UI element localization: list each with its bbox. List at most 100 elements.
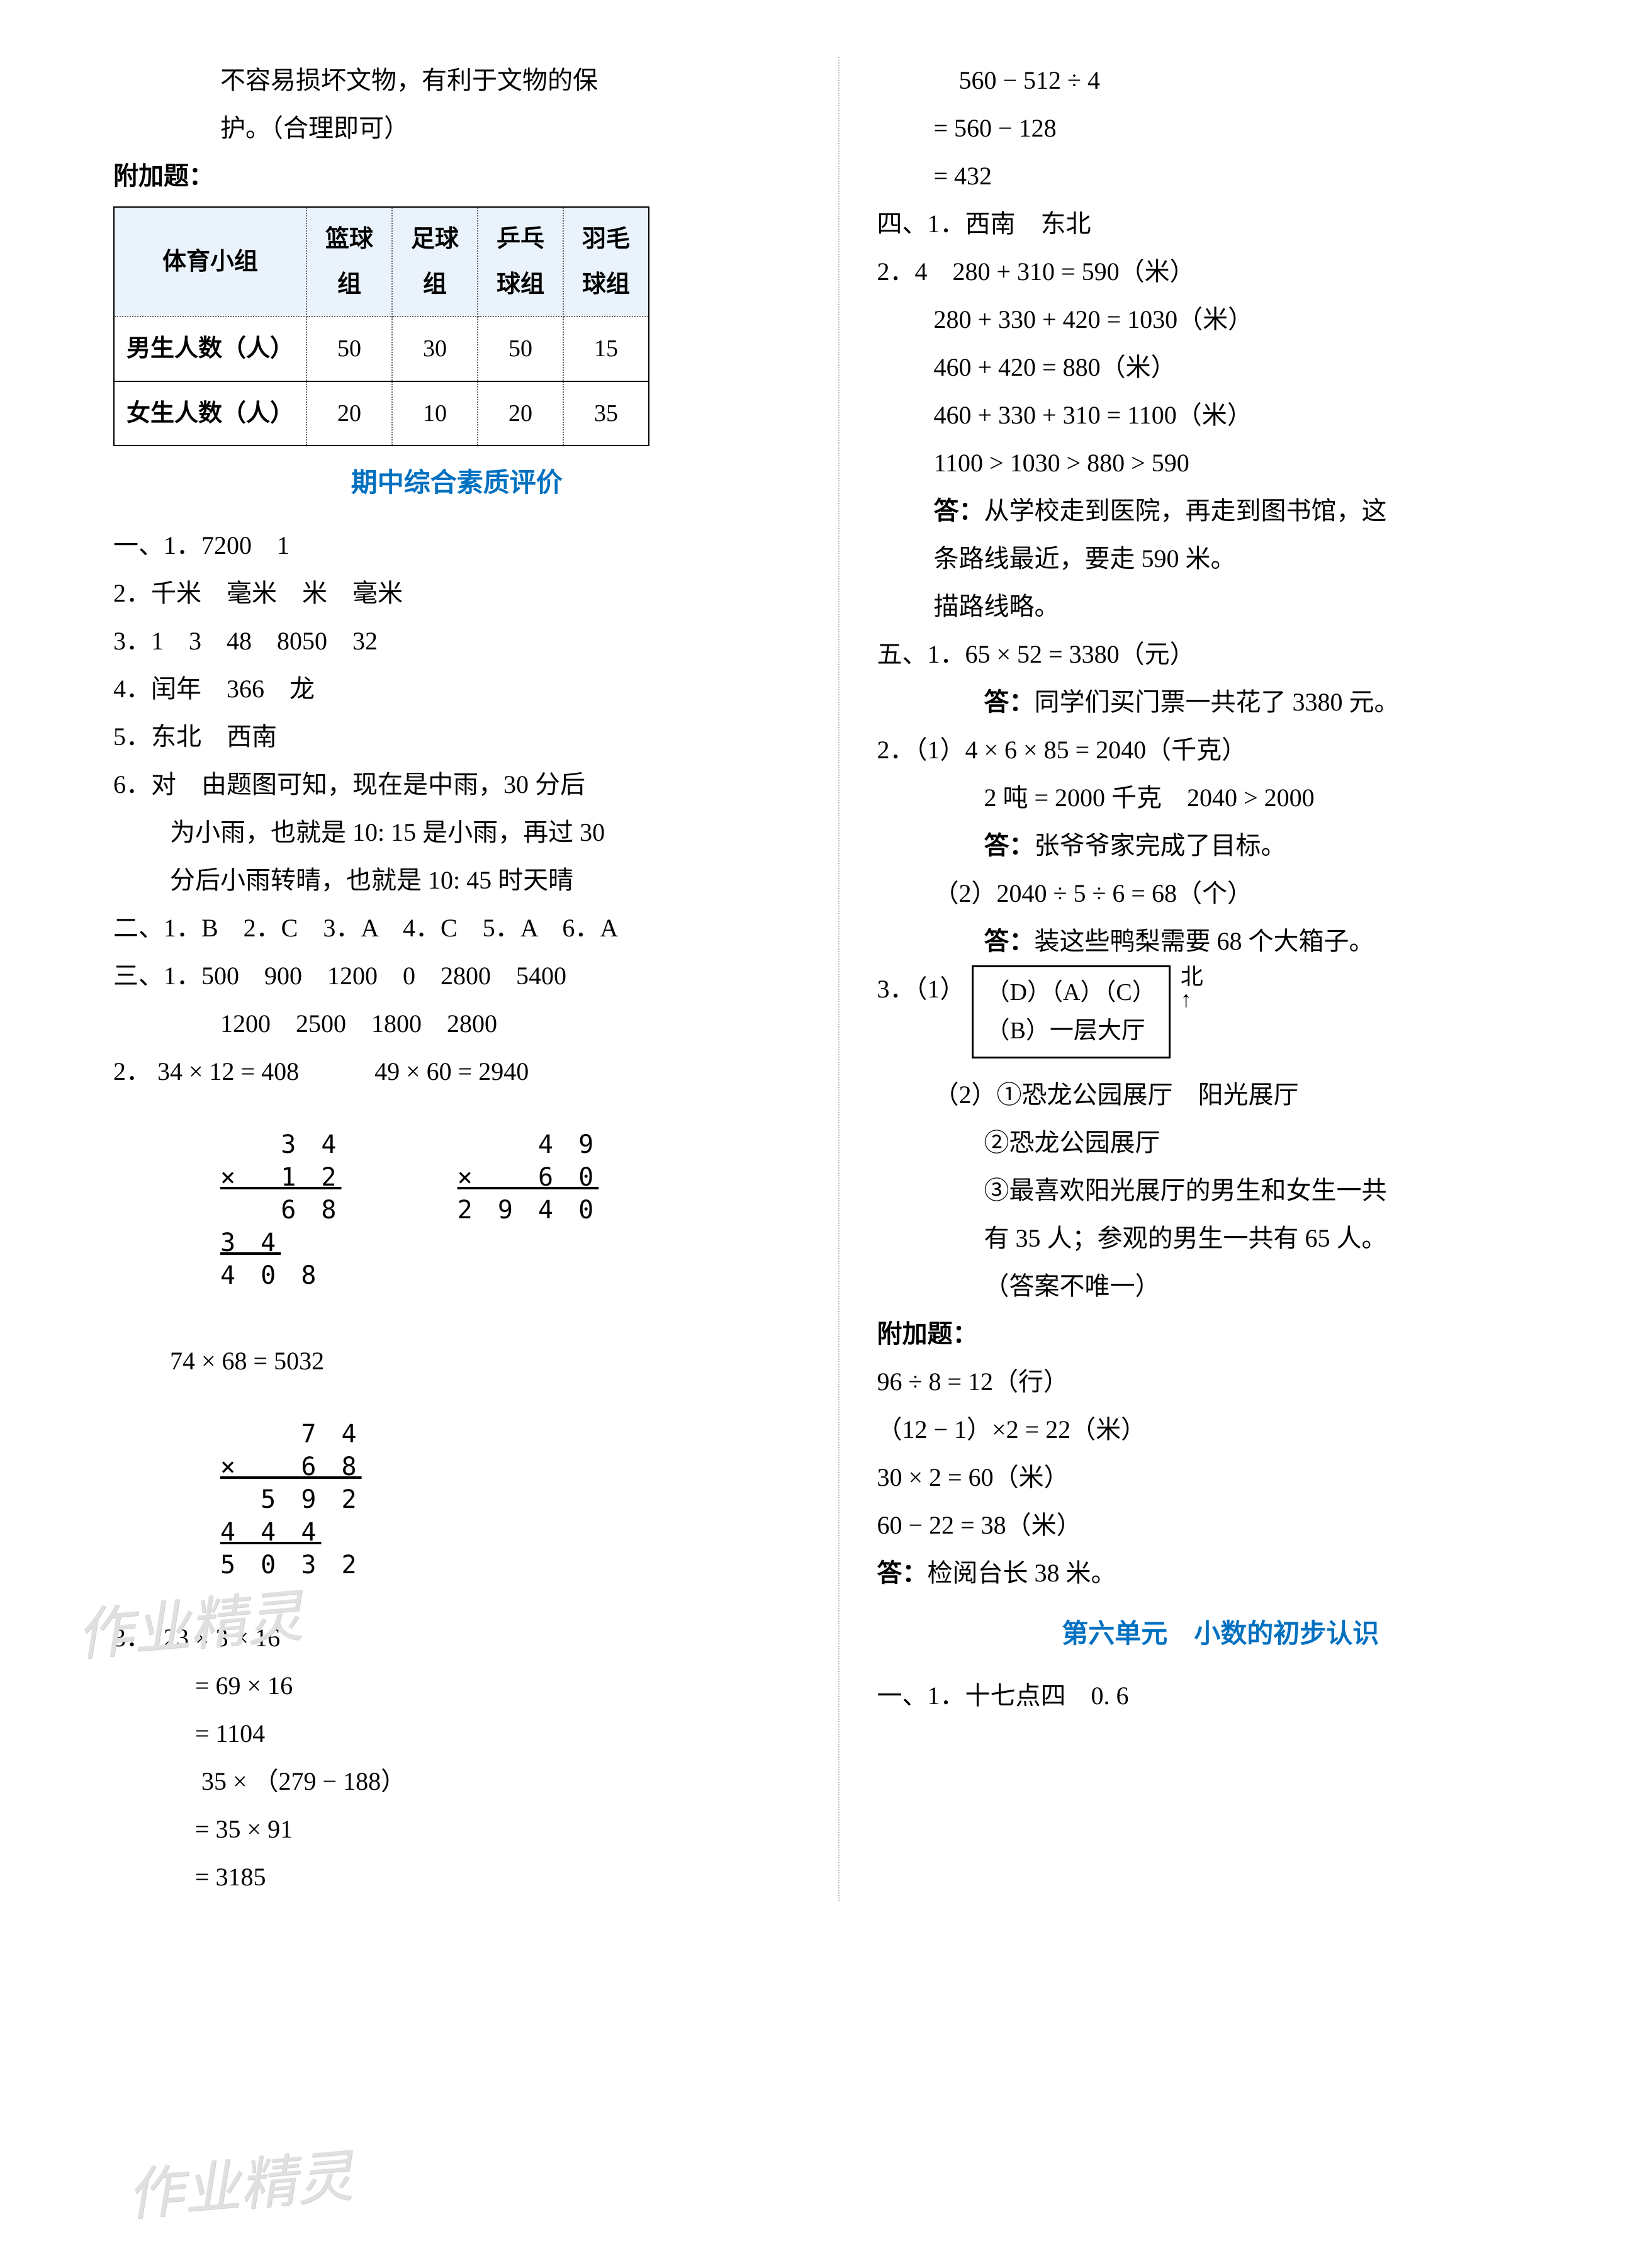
yi-2: 2．千米 毫米 米 毫米: [113, 570, 801, 617]
mul2-vertical: 4 9 × 6 0 2 9 4 0: [458, 1096, 619, 1325]
answer-text: 检阅台长 38 米。: [928, 1559, 1116, 1587]
wu-3-label: 3．（1）: [877, 965, 965, 1013]
si-2e: 1100 > 1030 > 880 > 590: [877, 439, 1565, 487]
si-2f: 答：从学校走到医院，再走到图书馆，这: [877, 487, 1565, 535]
page: 不容易损坏文物，有利于文物的保 护。（合理即可） 附加题： 体育小组 篮球组 足…: [0, 0, 1652, 2251]
san-3-4: = 35 × 91: [113, 1805, 801, 1853]
top-eq-2: = 432: [877, 152, 1565, 200]
box-line-1: （D）（A）（C）: [986, 979, 1156, 1006]
si-2d: 460 + 330 + 310 = 1100（米）: [877, 391, 1565, 439]
san-3-1: = 69 × 16: [113, 1662, 801, 1710]
sports-table: 体育小组 篮球组 足球组 乒乓球组 羽毛球组 男生人数（人） 50 30 50 …: [113, 206, 649, 446]
mul3-eq: 74 × 68 = 5032: [113, 1337, 801, 1385]
table-row-label: 男生人数（人）: [114, 317, 306, 381]
table-header-cell: 足球组: [392, 207, 478, 317]
calc-line: 6 8: [220, 1196, 342, 1225]
wu-2a: 2．（1）4 × 6 × 85 = 2040（千克）: [877, 726, 1565, 774]
wu-2d: （2）2040 ÷ 5 ÷ 6 = 68（个）: [877, 870, 1565, 918]
wu-3-1-row: 3．（1） （D）（A）（C） （B）一层大厅 北 ↑: [877, 965, 1565, 1058]
table-header-row: 体育小组 篮球组 足球组 乒乓球组 羽毛球组: [114, 207, 649, 317]
yi-4: 4．闰年 366 龙: [113, 665, 801, 713]
san-1a: 三、1．500 900 1200 0 2800 5400: [113, 952, 801, 1000]
wu-1: 五、1．65 × 52 = 3380（元）: [877, 631, 1565, 678]
mul1-eq: 34 × 12 = 408: [157, 1057, 299, 1086]
calc-line: 4 0 8: [220, 1261, 321, 1290]
san-2-label: 2．: [113, 1057, 151, 1086]
table-cell: 20: [478, 381, 563, 446]
intro-line-2: 护。（合理即可）: [113, 104, 801, 152]
north-label: 北: [1181, 964, 1203, 989]
si-1: 四、1．西南 东北: [877, 200, 1565, 248]
table-row-label: 女生人数（人）: [114, 381, 306, 446]
table-cell: 50: [478, 317, 563, 381]
si-2h: 描路线略。: [877, 583, 1565, 631]
calc-line: 5 0 3 2: [220, 1551, 362, 1580]
column-divider: [838, 57, 840, 1901]
answer-label: 答：: [984, 831, 1035, 860]
wu-2c: 答：张爷爷家完成了目标。: [877, 822, 1565, 870]
si-2a: 2．4 280 + 310 = 590（米）: [877, 248, 1565, 296]
wu-1a: 答：同学们买门票一共花了 3380 元。: [877, 678, 1565, 726]
hall-diagram-box: （D）（A）（C） （B）一层大厅: [972, 965, 1171, 1058]
watermark-2: 作业精灵: [123, 2130, 356, 2231]
extra-label-right: 附加题：: [877, 1310, 1565, 1358]
top-eq-0: 560 − 512 ÷ 4: [877, 57, 1565, 104]
table-cell: 30: [392, 317, 478, 381]
answer-label: 答：: [984, 927, 1035, 955]
extra-1: （12 − 1）×2 = 22（米）: [877, 1406, 1565, 1454]
san-2-eq-row: 2． 34 × 12 = 408 49 × 60 = 2940: [113, 1048, 801, 1096]
mul1-vertical: 3 4 × 1 2 6 8 3 4 4 0 8: [220, 1096, 382, 1325]
yi-5: 5．东北 西南: [113, 713, 801, 761]
table-cell: 10: [392, 381, 478, 446]
unit6-heading: 第六单元 小数的初步认识: [877, 1610, 1565, 1660]
right-column: 560 − 512 ÷ 4 = 560 − 128 = 432 四、1．西南 东…: [877, 57, 1565, 1901]
north-arrow-icon: ↑: [1181, 987, 1192, 1012]
yi-6b: 为小雨，也就是 10: 15 是小雨，再过 30: [113, 809, 801, 856]
wu-3-2c: ③最喜欢阳光展厅的男生和女生一共: [877, 1167, 1565, 1215]
wu-3-2d: 有 35 人；参观的男生一共有 65 人。: [877, 1215, 1565, 1262]
san-3-3: 35 × （279 − 188）: [113, 1758, 801, 1805]
extra-2: 30 × 2 = 60（米）: [877, 1454, 1565, 1502]
box-line-2: （B）一层大厅: [986, 1018, 1145, 1044]
san-1b: 1200 2500 1800 2800: [113, 1000, 801, 1048]
table-header-cell: 篮球组: [306, 207, 392, 317]
yi-6c: 分后小雨转晴，也就是 10: 45 时天晴: [113, 856, 801, 904]
calc-line: 2 9 4 0: [458, 1196, 599, 1225]
wu-3-2b: ②恐龙公园展厅: [877, 1119, 1565, 1167]
wu-3-2a: （2）①恐龙公园展厅 阳光展厅: [877, 1071, 1565, 1119]
two-column-layout: 不容易损坏文物，有利于文物的保 护。（合理即可） 附加题： 体育小组 篮球组 足…: [113, 57, 1564, 1901]
calc-line: 3 4: [220, 1228, 281, 1257]
midterm-heading: 期中综合素质评价: [113, 459, 801, 509]
answer-text: 同学们买门票一共花了 3380 元。: [1035, 688, 1400, 716]
extra-0: 96 ÷ 8 = 12（行）: [877, 1358, 1565, 1406]
north-indicator: 北 ↑: [1181, 965, 1203, 1011]
wu-3-2e: （答案不唯一）: [877, 1262, 1565, 1310]
wu-2b: 2 吨 = 2000 千克 2040 > 2000: [877, 774, 1565, 822]
table-row: 男生人数（人） 50 30 50 15: [114, 317, 649, 381]
left-column: 不容易损坏文物，有利于文物的保 护。（合理即可） 附加题： 体育小组 篮球组 足…: [113, 57, 801, 1901]
table-cell: 50: [306, 317, 392, 381]
vertical-calcs-row: 3 4 × 1 2 6 8 3 4 4 0 8 4 9 × 6 0 2 9 4 …: [113, 1096, 801, 1325]
table-header-cell: 羽毛球组: [563, 207, 649, 317]
answer-text: 张爷爷家完成了目标。: [1035, 831, 1286, 860]
extra-label: 附加题：: [113, 152, 801, 200]
calc-line: × 1 2: [220, 1163, 342, 1192]
calc-line: 7 4: [220, 1420, 362, 1449]
calc-line: × 6 0: [458, 1163, 599, 1192]
san-3-5: = 3185: [113, 1853, 801, 1901]
unit6-1: 一、1．十七点四 0. 6: [877, 1672, 1565, 1720]
intro-line-1: 不容易损坏文物，有利于文物的保: [113, 57, 801, 104]
er: 二、1．B 2．C 3．A 4．C 5．A 6．A: [113, 904, 801, 952]
si-2g: 条路线最近，要走 590 米。: [877, 535, 1565, 583]
si-2b: 280 + 330 + 420 = 1030（米）: [877, 296, 1565, 344]
top-eq-1: = 560 − 128: [877, 104, 1565, 152]
calc-line: × 6 8: [220, 1452, 362, 1481]
calc-line: 4 4 4: [220, 1518, 321, 1547]
answer-text: 装这些鸭梨需要 68 个大箱子。: [1035, 927, 1374, 955]
table-cell: 15: [563, 317, 649, 381]
answer-text: 从学校走到医院，再走到图书馆，这: [984, 497, 1387, 525]
calc-line: 4 9: [458, 1130, 599, 1159]
si-2c: 460 + 420 = 880（米）: [877, 344, 1565, 391]
san-3-0: 3． 23 × 3 × 16: [113, 1614, 801, 1662]
calc-line: 3 4: [220, 1130, 342, 1159]
